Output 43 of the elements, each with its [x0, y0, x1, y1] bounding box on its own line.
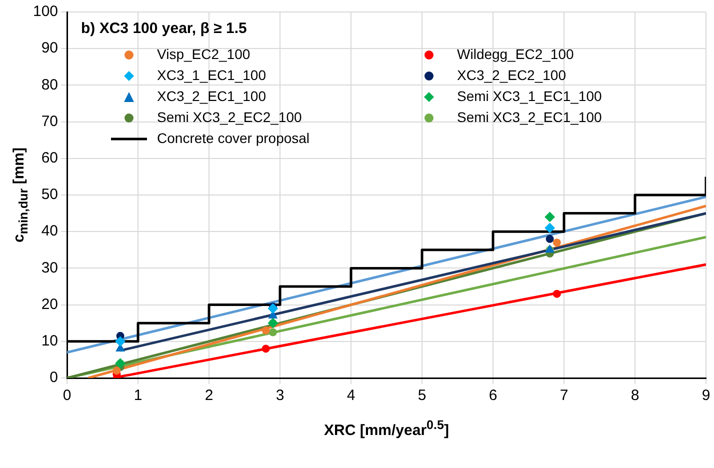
- y-tick-label: 40: [41, 222, 58, 240]
- y-tick-label: 90: [41, 40, 58, 57]
- legend-label: XC3_1_EC1_100: [157, 66, 266, 82]
- x-tick-label: 4: [346, 387, 356, 404]
- y-tick-label: 0: [50, 369, 58, 386]
- y-tick-label: 20: [41, 296, 58, 313]
- x-tick-label: 7: [560, 387, 568, 404]
- legend-label: Semi XC3_2_EC2_100: [157, 108, 302, 124]
- point: [112, 366, 121, 375]
- point: [544, 222, 555, 233]
- legend-label: Concrete cover proposal: [157, 130, 310, 146]
- point: [268, 328, 277, 336]
- legend-label: XC3_2_EC2_100: [457, 66, 566, 82]
- x-tick-label: 8: [630, 387, 640, 404]
- y-tick-label: 70: [41, 112, 58, 130]
- text: b) XC3 100 year, β ≥ 1.5: [81, 20, 247, 37]
- y-tick-label: 100: [32, 3, 58, 20]
- x-tick-label: 5: [418, 387, 426, 404]
- point: [544, 212, 555, 222]
- x-tick-label: 6: [488, 387, 498, 404]
- x-axis-title: XRC [mm/year$^{0.5}$]: [324, 418, 449, 439]
- legend-label: Wildegg_EC2_100: [457, 46, 574, 62]
- point: [552, 238, 561, 247]
- point: [115, 336, 126, 346]
- point: [262, 326, 270, 334]
- point: [552, 290, 561, 298]
- point: [268, 303, 278, 314]
- y-tick-label: 60: [41, 150, 58, 167]
- point: [262, 344, 270, 353]
- x-tick-label: 0: [62, 387, 72, 404]
- x-tick-label: 2: [204, 387, 214, 404]
- x-tick-label: 3: [276, 387, 284, 404]
- legend-label: XC3_2_EC1_100: [157, 88, 266, 104]
- y-tick-label: 80: [41, 76, 58, 94]
- y-tick-label: 50: [41, 186, 58, 204]
- legend-label: Semi XC3_2_EC1_100: [457, 108, 602, 124]
- legend-label: Visp_EC2_100: [157, 46, 250, 62]
- legend-label: Semi XC3_1_EC1_100: [457, 88, 602, 104]
- x-tick-label: 1: [134, 387, 142, 404]
- point: [546, 234, 554, 243]
- y-tick-label: 30: [41, 259, 58, 276]
- y-tick-label: 10: [41, 332, 58, 350]
- x-tick-label: 9: [702, 387, 710, 404]
